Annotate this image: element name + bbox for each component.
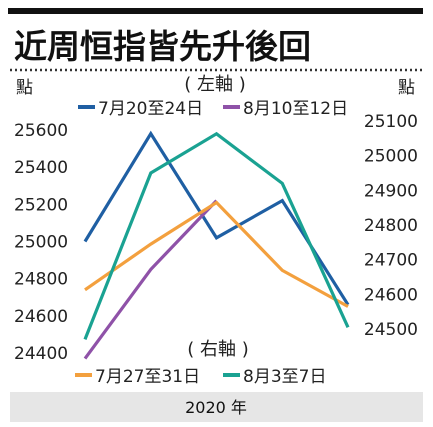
left-axis-unit: 點 <box>16 78 33 98</box>
right-axis-ticks: 25100 25000 24900 24800 24700 24600 24500 <box>364 112 418 340</box>
left-tick-label: 24400 <box>14 344 68 364</box>
left-axis-caption: ( 左軸 ) <box>184 74 246 95</box>
legend-label-series-3: 8月3至7日 <box>243 367 326 387</box>
left-tick-label: 25600 <box>14 121 68 141</box>
series-line-2 <box>84 200 349 308</box>
right-tick-label: 24700 <box>364 251 418 271</box>
title-top-rule <box>8 8 423 14</box>
right-axis-unit: 點 <box>398 78 415 98</box>
legend-label-series-0: 7月20至24日 <box>98 99 203 119</box>
right-tick-label: 25100 <box>364 112 418 132</box>
right-tick-label: 24500 <box>364 320 418 340</box>
right-tick-label: 24600 <box>364 285 418 305</box>
right-tick-label: 25000 <box>364 147 418 167</box>
legend-top: 7月20至24日 8月10至12日 <box>78 99 348 119</box>
chart-title: 近周恒指皆先升後回 <box>14 27 311 66</box>
series-line-3 <box>83 131 350 340</box>
left-tick-label: 24800 <box>14 270 68 290</box>
series-line-1 <box>83 199 218 360</box>
legend-bottom: 7月27至31日 8月3至7日 <box>75 367 326 387</box>
legend-label-series-1: 8月10至12日 <box>243 99 348 119</box>
right-tick-label: 24800 <box>364 216 418 236</box>
left-tick-label: 25200 <box>14 195 68 215</box>
left-tick-label: 25000 <box>14 233 68 253</box>
left-tick-label: 25400 <box>14 158 68 178</box>
left-axis-ticks: 25600 25400 25200 25000 24800 24600 24400 <box>14 121 68 364</box>
left-tick-label: 24600 <box>14 307 68 327</box>
series-line-0 <box>83 130 350 306</box>
legend-label-series-2: 7月27至31日 <box>95 367 200 387</box>
x-axis-band <box>10 392 423 422</box>
right-tick-label: 24900 <box>364 181 418 201</box>
series-lines <box>83 130 350 360</box>
right-axis-caption: ( 右軸 ) <box>187 339 249 360</box>
x-axis-label: 2020 年 <box>185 398 247 417</box>
